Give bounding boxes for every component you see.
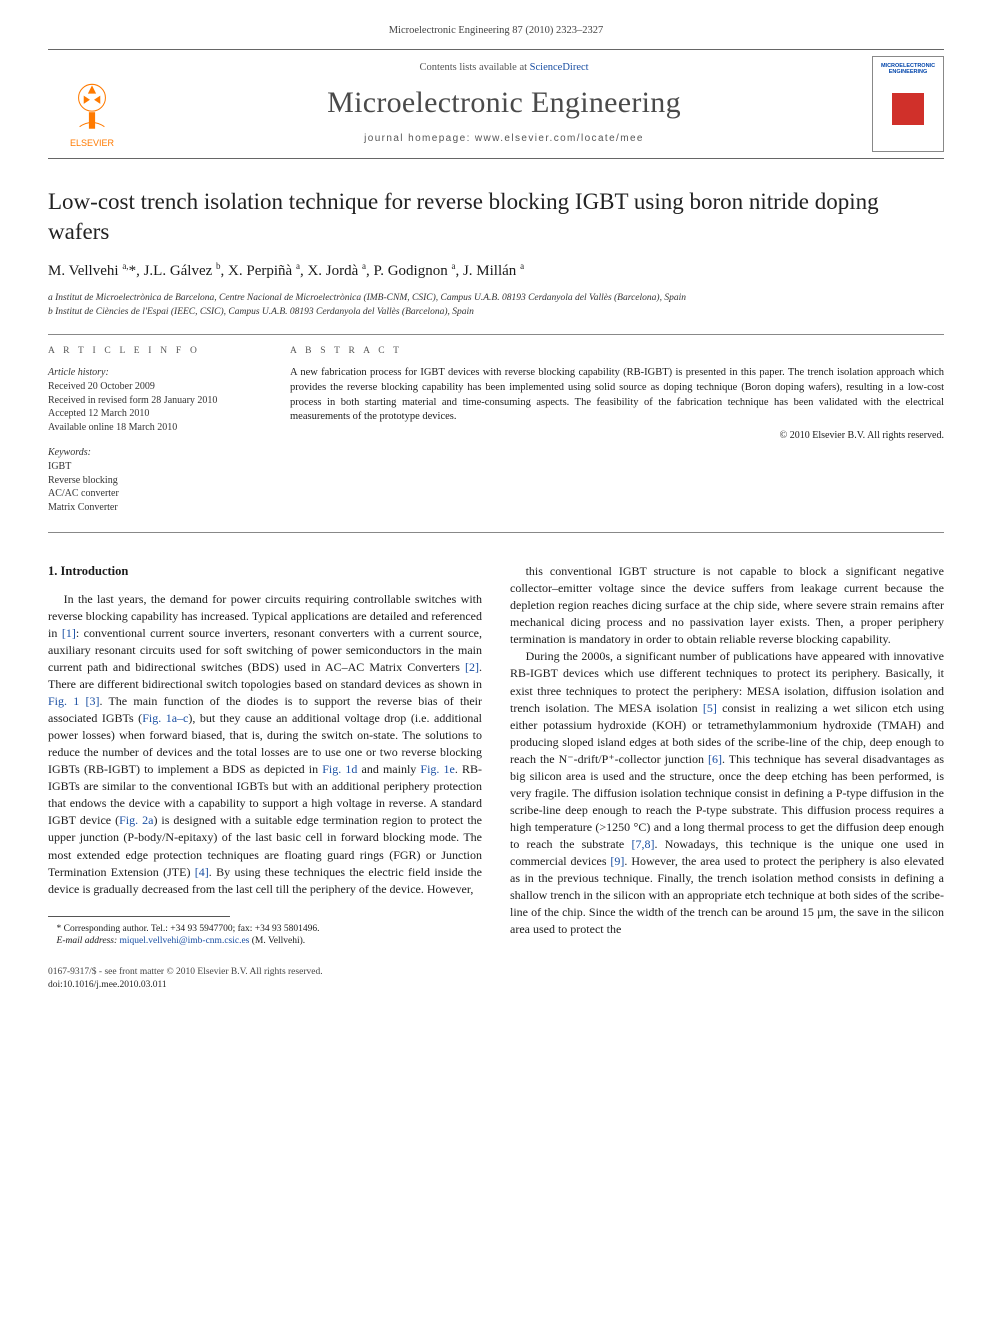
issn-line: 0167-9317/$ - see front matter © 2010 El… [48,966,944,979]
divider [48,532,944,533]
journal-banner: ELSEVIER Contents lists available at Sci… [48,49,944,159]
body-columns: 1. Introduction In the last years, the d… [48,563,944,948]
keyword-line: Matrix Converter [48,501,256,515]
history-line: Available online 18 March 2010 [48,421,256,435]
body-paragraph: During the 2000s, a significant number o… [510,648,944,938]
body-paragraph: this conventional IGBT structure is not … [510,563,944,648]
article-info-block: A R T I C L E I N F O Article history: R… [48,345,256,514]
figure-ref[interactable]: Fig. 2a [119,813,153,827]
body-paragraph: In the last years, the demand for power … [48,591,482,898]
banner-center: Contents lists available at ScienceDirec… [136,61,872,146]
affiliations: a Institut de Microelectrònica de Barcel… [48,292,944,320]
corresponding-author-footnote: * Corresponding author. Tel.: +34 93 594… [48,923,482,936]
article-title: Low-cost trench isolation technique for … [48,187,944,247]
citation-ref[interactable]: [2] [465,660,479,674]
contents-prefix: Contents lists available at [419,62,529,73]
meta-row: A R T I C L E I N F O Article history: R… [48,345,944,514]
keyword-line: IGBT [48,460,256,474]
journal-cover-thumb: MICROELECTRONIC ENGINEERING [872,56,944,152]
figure-ref[interactable]: Fig. 1a–c [142,711,188,725]
abstract-head: A B S T R A C T [290,345,944,358]
keyword-line: Reverse blocking [48,474,256,488]
doi-line: doi:10.1016/j.mee.2010.03.011 [48,979,944,992]
author-email-link[interactable]: miquel.vellvehi@imb-cnm.csic.es [120,936,250,946]
journal-homepage: journal homepage: www.elsevier.com/locat… [136,132,872,146]
column-right: this conventional IGBT structure is not … [510,563,944,948]
front-matter-footer: 0167-9317/$ - see front matter © 2010 El… [48,966,944,992]
contents-line: Contents lists available at ScienceDirec… [136,61,872,76]
abstract-body: A new fabrication process for IGBT devic… [290,366,944,425]
email-tail: (M. Vellvehi). [249,936,305,946]
citation-ref[interactable]: [4] [195,865,209,879]
publisher-logo: ELSEVIER [48,58,136,150]
sciencedirect-link[interactable]: ScienceDirect [530,62,589,73]
history-line: Received 20 October 2009 [48,380,256,394]
email-footnote: E-mail address: miquel.vellvehi@imb-cnm.… [48,935,482,948]
email-label: E-mail address: [57,936,120,946]
running-head: Microelectronic Engineering 87 (2010) 23… [48,24,944,39]
author-list: M. Vellvehi a,*, J.L. Gálvez b, X. Perpi… [48,260,944,282]
footnote-separator [48,916,230,917]
figure-ref[interactable]: Fig. 1e [420,762,454,776]
publisher-logo-text: ELSEVIER [70,137,114,150]
divider [48,334,944,335]
column-left: 1. Introduction In the last years, the d… [48,563,482,948]
cover-graphic-icon [892,93,924,125]
section-heading: 1. Introduction [48,563,482,581]
citation-ref[interactable]: [7,8] [631,837,654,851]
history-head: Article history: [48,366,256,380]
cover-title: MICROELECTRONIC ENGINEERING [875,63,941,75]
citation-ref[interactable]: [6] [708,752,722,766]
journal-name: Microelectronic Engineering [136,82,872,124]
affiliation-line: a Institut de Microelectrònica de Barcel… [48,292,944,306]
history-line: Accepted 12 March 2010 [48,407,256,421]
citation-ref[interactable]: [3] [85,694,99,708]
history-line: Received in revised form 28 January 2010 [48,394,256,408]
figure-ref[interactable]: Fig. 1d [322,762,357,776]
article-info-head: A R T I C L E I N F O [48,345,256,358]
keywords-head: Keywords: [48,446,256,460]
citation-ref[interactable]: [1] [62,626,76,640]
elsevier-tree-icon [61,75,123,137]
abstract-block: A B S T R A C T A new fabrication proces… [290,345,944,514]
affiliation-line: b Institut de Ciències de l'Espai (IEEC,… [48,306,944,320]
citation-ref[interactable]: [5] [703,701,717,715]
abstract-copyright: © 2010 Elsevier B.V. All rights reserved… [290,429,944,443]
keyword-line: AC/AC converter [48,487,256,501]
figure-ref[interactable]: Fig. 1 [48,694,79,708]
citation-ref[interactable]: [9] [610,854,624,868]
